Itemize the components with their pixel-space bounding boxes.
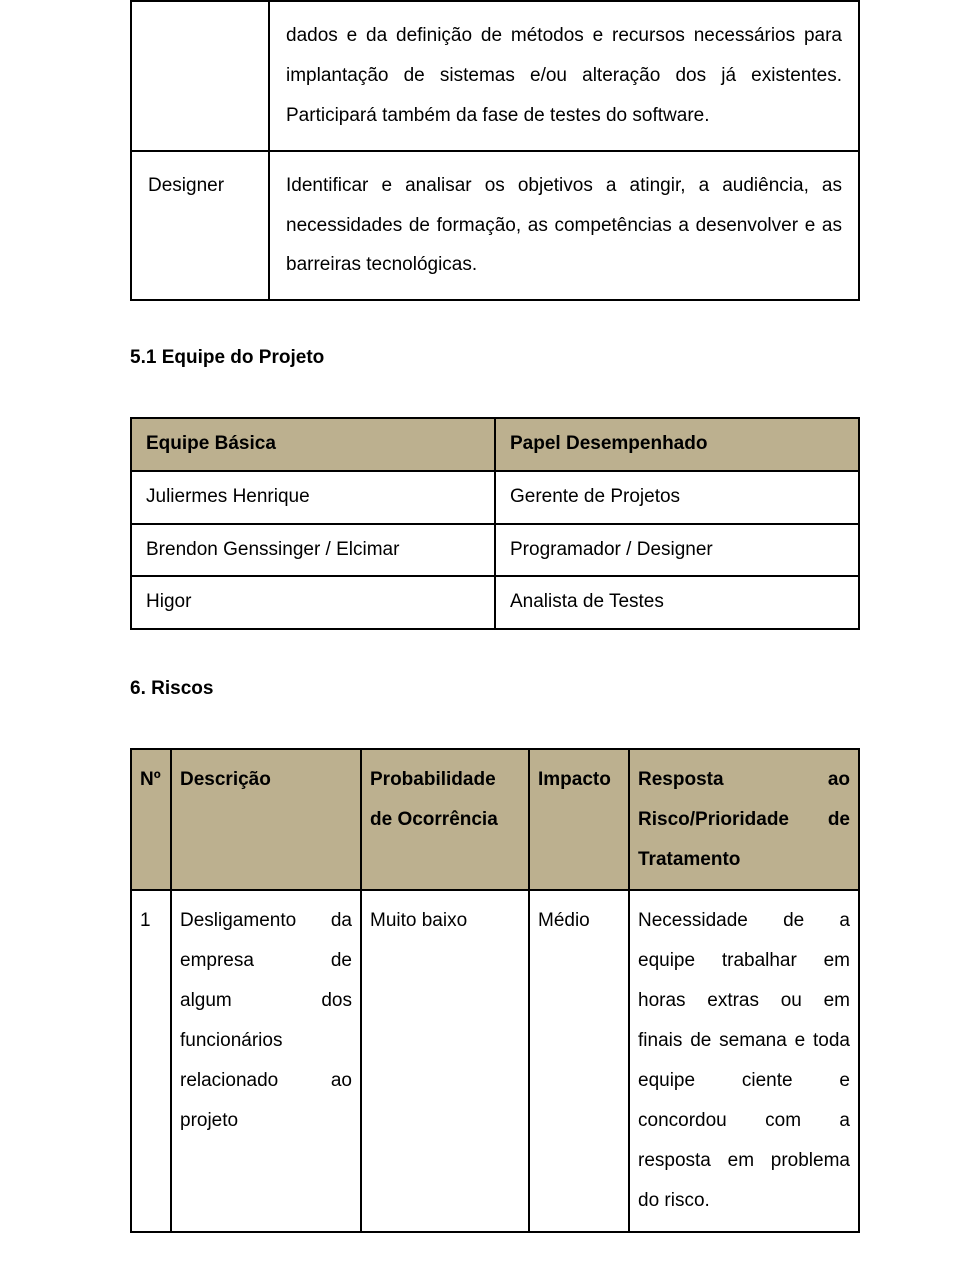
- risk-desc-word: algum: [180, 981, 232, 1021]
- risk-desc-word: empresa: [180, 941, 254, 981]
- risk-impact-cell: Médio: [529, 890, 629, 1231]
- team-role-cell: Analista de Testes: [495, 576, 859, 629]
- table-header-row: Nº Descrição Probabilidade de Ocorrência…: [131, 749, 859, 891]
- table-row: Higor Analista de Testes: [131, 576, 859, 629]
- table-header-row: Equipe Básica Papel Desempenhado: [131, 418, 859, 471]
- risks-header-impact: Impacto: [529, 749, 629, 891]
- risk-desc-line: empresa de: [180, 941, 352, 981]
- table-row: dados e da definição de métodos e recurs…: [131, 1, 859, 151]
- risk-desc-line: Desligamento da: [180, 901, 352, 941]
- risk-desc-cell: Desligamento da empresa de algum dos funcionár…: [171, 890, 361, 1231]
- risk-desc-word: Desligamento: [180, 901, 296, 941]
- table-row: Juliermes Henrique Gerente de Projetos: [131, 471, 859, 524]
- risk-desc-line: algum dos: [180, 981, 352, 1021]
- team-role-cell: Programador / Designer: [495, 524, 859, 577]
- table-row: 1 Desligamento da empresa de algum dos funcion…: [131, 890, 859, 1231]
- risk-desc-word: de: [331, 941, 352, 981]
- team-header-right: Papel Desempenhado: [495, 418, 859, 471]
- roles-table: dados e da definição de métodos e recurs…: [130, 0, 860, 301]
- risks-header-num: Nº: [131, 749, 171, 891]
- team-table: Equipe Básica Papel Desempenhado Julierm…: [130, 417, 860, 629]
- role-cell: [131, 1, 269, 151]
- table-row: Designer Identificar e analisar os objet…: [131, 151, 859, 301]
- section-title-team: 5.1 Equipe do Projeto: [130, 347, 860, 369]
- resp-header-word: Resposta: [638, 760, 724, 800]
- risks-table: Nº Descrição Probabilidade de Ocorrência…: [130, 748, 860, 1233]
- risks-header-prob: Probabilidade de Ocorrência: [361, 749, 529, 891]
- role-cell: Designer: [131, 151, 269, 301]
- table-row: Brendon Genssinger / Elcimar Programador…: [131, 524, 859, 577]
- risk-desc-line: funcionários: [180, 1021, 352, 1061]
- team-name-cell: Higor: [131, 576, 495, 629]
- resp-header-word: ao: [828, 760, 850, 800]
- resp-header-word: de: [828, 800, 850, 840]
- team-role-cell: Gerente de Projetos: [495, 471, 859, 524]
- risks-header-response: Resposta ao Risco/Prioridade de Tratamen…: [629, 749, 859, 891]
- team-name-cell: Juliermes Henrique: [131, 471, 495, 524]
- team-name-cell: Brendon Genssinger / Elcimar: [131, 524, 495, 577]
- risk-desc-word: projeto: [180, 1101, 238, 1141]
- role-description-cell: dados e da definição de métodos e recurs…: [269, 1, 859, 151]
- section-title-risks: 6. Riscos: [130, 678, 860, 700]
- risk-desc-word: relacionado: [180, 1061, 278, 1101]
- risk-response-text: Necessidade de a equipe trabalhar em hor…: [638, 901, 850, 1220]
- risk-desc-word: da: [331, 901, 352, 941]
- risk-num-cell: 1: [131, 890, 171, 1231]
- risk-desc-word: funcionários: [180, 1021, 282, 1061]
- risk-desc-word: dos: [321, 981, 352, 1021]
- risks-header-desc: Descrição: [171, 749, 361, 891]
- page-root: dados e da definição de métodos e recurs…: [0, 0, 960, 1283]
- role-description-cell: Identificar e analisar os objetivos a at…: [269, 151, 859, 301]
- risk-desc-word: ao: [331, 1061, 352, 1101]
- risk-response-cell: Necessidade de a equipe trabalhar em hor…: [629, 890, 859, 1231]
- risk-prob-cell: Muito baixo: [361, 890, 529, 1231]
- risk-desc-line: projeto: [180, 1101, 352, 1141]
- risk-desc-line: relacionado ao: [180, 1061, 352, 1101]
- team-header-left: Equipe Básica: [131, 418, 495, 471]
- resp-header-word: Tratamento: [638, 840, 850, 880]
- resp-header-word: Risco/Prioridade: [638, 800, 789, 840]
